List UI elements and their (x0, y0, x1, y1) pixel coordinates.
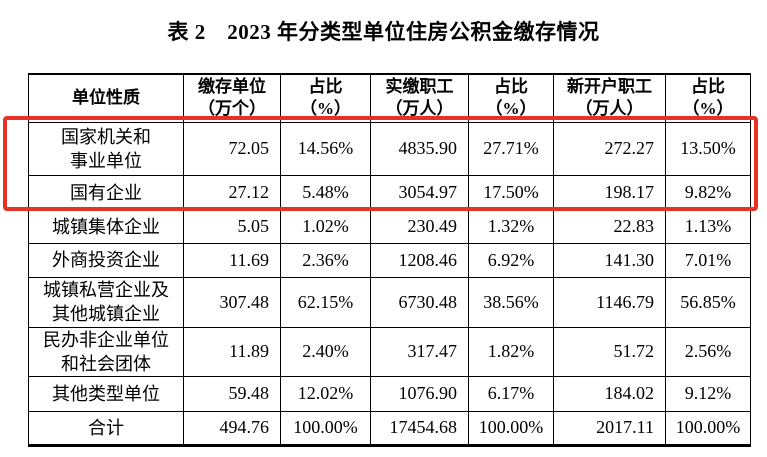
value-cell: 230.49 (370, 209, 469, 244)
table-row: 外商投资企业 11.69 2.36% 1208.46 6.92% 141.30 7.01% (28, 242, 751, 278)
header-deposit-units: 缴存单位 （万个） (183, 73, 281, 123)
value-cell: 1208.46 (370, 242, 469, 278)
total-row: 合计 494.76 100.00% 17454.68 100.00% 2017.11 100… (28, 410, 751, 446)
table-row: 城镇私营企业及 其他城镇企业 307.48 62.15% 6730.48 38.56% 1… (28, 276, 751, 328)
value-cell: 11.89 (183, 326, 281, 377)
header-row: 单位性质 缴存单位 （万个） 占比 （%） 实缴职工 （万人） 占比 （% (28, 73, 751, 123)
value-cell: 22.83 (553, 209, 666, 244)
value-cell: 51.72 (553, 326, 666, 377)
value-cell: 317.47 (370, 326, 469, 377)
value-cell: 494.76 (183, 410, 281, 446)
value-cell: 2.40% (280, 326, 371, 377)
header-label: 占比 (691, 77, 725, 97)
header-unit: （万人） (575, 99, 644, 119)
header-share-3: 占比 （%） (665, 73, 751, 123)
header-label: 占比 (308, 77, 343, 97)
value-cell: 27.12 (183, 174, 281, 211)
value-cell: 17.50% (468, 174, 554, 211)
value-cell: 1146.79 (553, 276, 666, 328)
value-cell: 100.00% (665, 410, 751, 446)
value-cell: 184.02 (553, 375, 666, 412)
row-label-cell: 国有企业 (28, 174, 184, 211)
value-cell: 141.30 (553, 242, 666, 278)
table-row: 国有企业 27.12 5.48% 3054.97 17.50% 198.17 9.82% (28, 174, 751, 211)
value-cell: 7.01% (665, 242, 751, 278)
value-cell: 307.48 (183, 276, 281, 328)
header-share-1: 占比 （%） (280, 73, 371, 123)
value-cell: 1.82% (468, 326, 554, 377)
row-label-cell: 城镇集体企业 (28, 209, 184, 244)
header-share-2: 占比 （%） (468, 73, 554, 123)
table-title: 表 2 2023 年分类型单位住房公积金缴存情况 (167, 20, 600, 44)
value-cell: 1.32% (468, 209, 554, 244)
value-cell: 3054.97 (370, 174, 469, 211)
value-cell: 198.17 (553, 174, 666, 211)
header-label: 缴存单位 (198, 77, 266, 97)
row-label-cell: 城镇私营企业及 其他城镇企业 (28, 276, 184, 328)
value-cell: 9.12% (665, 375, 751, 412)
header-label: 单位性质 (72, 88, 140, 108)
value-cell: 59.48 (183, 375, 281, 412)
value-cell: 5.48% (280, 174, 371, 211)
row-label-cell: 民办非企业单位 和社会团体 (28, 326, 184, 377)
value-cell: 4835.90 (370, 121, 469, 176)
header-unit: （%） (485, 99, 537, 119)
table-row: 民办非企业单位 和社会团体 11.89 2.40% 317.47 1.82% 51.72 2… (28, 326, 751, 377)
value-cell: 17454.68 (370, 410, 469, 446)
table-header: 单位性质 缴存单位 （万个） 占比 （%） 实缴职工 （万人） 占比 （% (28, 73, 751, 123)
table-row: 城镇集体企业 5.05 1.02% 230.49 1.32% 22.83 1.13% (28, 209, 751, 244)
provident-fund-table: 单位性质 缴存单位 （万个） 占比 （%） 实缴职工 （万人） 占比 （% (28, 73, 751, 447)
header-unit: （万人） (385, 99, 454, 119)
value-cell: 2.56% (665, 326, 751, 377)
value-cell: 14.56% (280, 121, 371, 176)
value-cell: 1076.90 (370, 375, 469, 412)
header-paying-employees: 实缴职工 （万人） (370, 73, 469, 123)
value-cell: 2017.11 (553, 410, 666, 446)
value-cell: 1.02% (280, 209, 371, 244)
value-cell: 100.00% (468, 410, 554, 446)
value-cell: 12.02% (280, 375, 371, 412)
value-cell: 2.36% (280, 242, 371, 278)
value-cell: 72.05 (183, 121, 281, 176)
value-cell: 100.00% (280, 410, 371, 446)
row-label-cell: 国家机关和 事业单位 (28, 121, 184, 176)
value-cell: 56.85% (665, 276, 751, 328)
value-cell: 6.17% (468, 375, 554, 412)
value-cell: 62.15% (280, 276, 371, 328)
value-cell: 1.13% (665, 209, 751, 244)
value-cell: 5.05 (183, 209, 281, 244)
value-cell: 6730.48 (370, 276, 469, 328)
header-unit: （万个） (198, 99, 266, 119)
header-new-account-employees: 新开户职工 （万人） (553, 73, 666, 123)
table-body: 国家机关和 事业单位 72.05 14.56% 4835.90 27.71% 272.27… (28, 121, 751, 446)
value-cell: 27.71% (468, 121, 554, 176)
header-label: 新开户职工 (567, 77, 652, 97)
row-label-cell: 合计 (28, 410, 184, 446)
header-unit: （%） (682, 99, 734, 119)
header-label: 实缴职工 (385, 77, 454, 97)
value-cell: 6.92% (468, 242, 554, 278)
row-label-cell: 外商投资企业 (28, 242, 184, 278)
value-cell: 9.82% (665, 174, 751, 211)
value-cell: 13.50% (665, 121, 751, 176)
value-cell: 38.56% (468, 276, 554, 328)
header-unit: （%） (300, 99, 351, 119)
row-label-cell: 其他类型单位 (28, 375, 184, 412)
table-row: 国家机关和 事业单位 72.05 14.56% 4835.90 27.71% 272.27… (28, 121, 751, 176)
header-unit-type: 单位性质 (28, 73, 184, 123)
header-label: 占比 (494, 77, 528, 97)
value-cell: 272.27 (553, 121, 666, 176)
table-row: 其他类型单位 59.48 12.02% 1076.90 6.17% 184.02 9.12% (28, 375, 751, 412)
value-cell: 11.69 (183, 242, 281, 278)
